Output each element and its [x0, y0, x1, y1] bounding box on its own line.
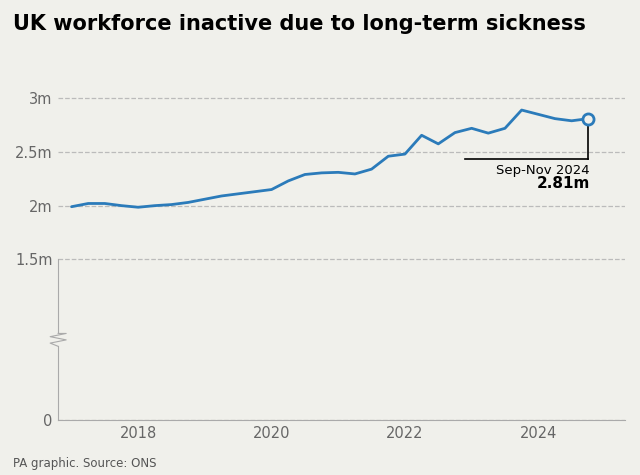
- Text: 2.81m: 2.81m: [536, 176, 589, 190]
- Text: Sep-Nov 2024: Sep-Nov 2024: [496, 164, 589, 177]
- Text: UK workforce inactive due to long-term sickness: UK workforce inactive due to long-term s…: [13, 14, 586, 34]
- Text: PA graphic. Source: ONS: PA graphic. Source: ONS: [13, 457, 156, 470]
